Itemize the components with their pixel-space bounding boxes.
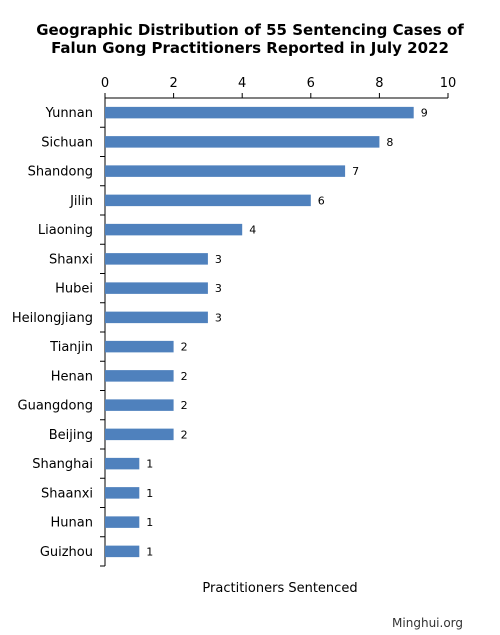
chart-title-line-1: Geographic Distribution of 55 Sentencing… — [36, 21, 464, 39]
category-label: Liaoning — [38, 223, 93, 238]
data-label: 1 — [146, 545, 153, 558]
x-tick-label: 0 — [101, 76, 109, 91]
category-label: Hubei — [55, 282, 93, 297]
category-label: Guangdong — [18, 399, 93, 414]
data-label: 9 — [421, 107, 428, 120]
data-label: 7 — [352, 165, 359, 178]
category-label: Shanxi — [49, 252, 93, 267]
bar — [105, 516, 140, 528]
category-label: Tianjin — [49, 340, 93, 355]
bar — [105, 370, 174, 382]
category-label: Heilongjiang — [12, 311, 93, 326]
x-axis-label: Practitioners Sentenced — [202, 581, 358, 596]
category-label: Guizhou — [40, 545, 93, 560]
data-label: 2 — [181, 399, 188, 412]
data-label: 2 — [181, 428, 188, 441]
bar — [105, 399, 174, 411]
bar — [105, 223, 243, 236]
bar — [105, 194, 311, 207]
data-label: 1 — [146, 458, 153, 471]
bar — [105, 428, 174, 441]
category-label: Yunnan — [45, 106, 93, 121]
bar — [105, 311, 208, 324]
data-label: 2 — [181, 370, 188, 383]
bar — [105, 340, 174, 353]
category-label: Shaanxi — [41, 486, 93, 501]
data-label: 3 — [215, 282, 222, 295]
chart-title-line-2: Falun Gong Practitioners Reported in Jul… — [51, 39, 449, 57]
data-label: 1 — [146, 487, 153, 500]
category-label: Hunan — [51, 516, 93, 531]
data-label: 3 — [215, 253, 222, 266]
data-label: 6 — [318, 194, 325, 207]
data-label: 4 — [249, 224, 256, 237]
x-tick-label: 4 — [238, 76, 246, 91]
bar — [105, 282, 208, 294]
data-label: 3 — [215, 311, 222, 324]
source-credit: Minghui.org — [392, 616, 463, 630]
bar — [105, 457, 140, 470]
bar — [105, 106, 414, 119]
data-label: 2 — [181, 341, 188, 354]
category-label: Shandong — [28, 165, 93, 180]
x-tick-label: 6 — [307, 76, 315, 91]
category-label: Henan — [51, 369, 93, 384]
bar — [105, 487, 140, 499]
category-label: Jilin — [69, 194, 93, 209]
data-label: 8 — [386, 136, 393, 149]
bar — [105, 165, 346, 177]
category-label: Shanghai — [32, 457, 93, 472]
bar — [105, 136, 380, 148]
bar — [105, 253, 208, 265]
bar — [105, 545, 140, 558]
data-label: 1 — [146, 516, 153, 529]
x-tick-label: 10 — [440, 76, 457, 91]
x-tick-label: 2 — [169, 76, 177, 91]
chart-title: Geographic Distribution of 55 Sentencing… — [0, 21, 500, 57]
category-label: Sichuan — [41, 135, 93, 150]
x-tick-label: 8 — [375, 76, 383, 91]
category-label: Beijing — [49, 428, 93, 443]
